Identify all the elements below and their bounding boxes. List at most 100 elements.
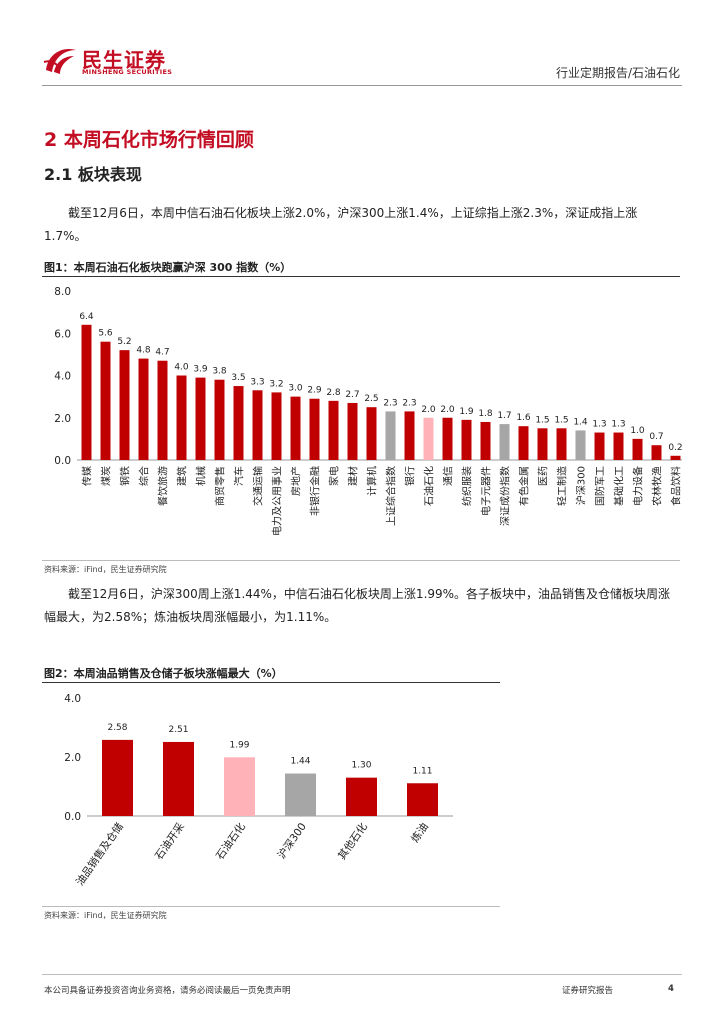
bar-value-label: 1.4 — [573, 417, 588, 427]
y-tick-label: 2.0 — [64, 752, 81, 764]
bar-value-label: 1.99 — [229, 740, 249, 750]
bar-value-label: 1.11 — [412, 766, 432, 776]
bar — [157, 360, 168, 460]
bar-value-label: 1.3 — [592, 420, 606, 430]
y-tick-label: 8.0 — [54, 286, 71, 298]
minsheng-logo-icon — [43, 48, 76, 74]
category-label: 油品销售及仓储 — [73, 820, 126, 888]
figure-2-chart: 0.0 2.0 4.0 2.58 油品销售及仓储 2.51 石油开采 1.99 石油石化 1.44… — [64, 693, 453, 888]
section-title: 2 本周石化市场行情回顾 — [44, 129, 254, 151]
figure-1-source: 资料来源：iFind，民生证券研究院 — [44, 565, 167, 574]
bar — [461, 419, 472, 460]
category-label: 上证综合指数 — [385, 466, 398, 526]
bar — [214, 379, 225, 460]
bar-value-label: 4.0 — [174, 363, 189, 373]
bar-value-label: 1.3 — [611, 420, 625, 430]
figure-2-bottom-rule — [42, 906, 500, 907]
bar — [81, 324, 92, 460]
report-type: 行业定期报告/石油石化 — [555, 66, 680, 80]
category-label: 综合 — [138, 466, 151, 486]
bar-value-label: 1.9 — [459, 407, 474, 417]
bar-value-label: 2.7 — [345, 390, 359, 400]
bar — [594, 432, 605, 460]
bar-value-label: 3.0 — [288, 384, 303, 394]
bar-value-label: 5.2 — [117, 337, 131, 347]
category-label: 房地产 — [290, 466, 303, 496]
category-label: 传媒 — [82, 466, 94, 486]
paragraph-2: 截至12月6日，沪深300周上涨1.44%，中信石油石化板块周上涨1.99%。各… — [44, 587, 671, 624]
category-label: 炼油 — [408, 820, 431, 845]
bar — [537, 428, 548, 460]
category-label: 银行 — [404, 466, 417, 486]
category-label: 石油石化 — [213, 820, 248, 862]
y-tick-label: 6.0 — [54, 328, 71, 340]
bar-value-label: 1.30 — [351, 761, 371, 771]
bar-value-label: 2.9 — [307, 386, 322, 396]
bar-value-label: 3.8 — [212, 367, 227, 377]
category-label: 沪深300 — [575, 466, 588, 505]
bar — [575, 430, 586, 460]
header-divider — [42, 85, 682, 86]
bar — [347, 402, 358, 460]
bar-value-label: 3.3 — [250, 377, 264, 387]
paragraph-1: 截至12月6日，本周中信石油石化板块上涨2.0%，沪深300上涨1.4%，上证综… — [44, 206, 638, 243]
bar-value-label: 5.6 — [98, 329, 113, 339]
footer-divider — [42, 974, 682, 975]
category-label: 通信 — [443, 466, 455, 486]
category-label: 煤炭 — [100, 466, 113, 486]
bar — [442, 417, 453, 460]
figure-1-bottom-rule — [42, 560, 680, 561]
bar — [404, 411, 415, 460]
category-label: 机械 — [195, 466, 208, 486]
bar — [163, 741, 194, 816]
section-subtitle: 2.1 板块表现 — [44, 165, 142, 184]
footer-label: 证券研究报告 — [562, 986, 614, 996]
bar-value-label: 1.7 — [497, 411, 511, 421]
bar — [632, 438, 643, 460]
bar-value-label: 0.7 — [649, 432, 663, 442]
figure-1-chart: 0.0 2.0 4.0 6.0 8.0 6.4 传媒 5.6 煤炭 5.2 钢铁 4.8 综合 4.7 餐饮… — [54, 286, 682, 536]
page-number: 4 — [668, 984, 674, 994]
category-label: 沪深300 — [275, 820, 309, 861]
category-label: 轻工制造 — [556, 466, 569, 506]
bar — [138, 358, 149, 460]
bar — [100, 341, 111, 460]
category-label: 电力设备 — [632, 466, 645, 506]
category-label: 交通运输 — [252, 466, 265, 506]
category-label: 石油开采 — [152, 820, 187, 862]
category-label: 建筑 — [176, 466, 189, 486]
category-label: 农林牧渔 — [651, 466, 664, 506]
bar — [195, 377, 206, 460]
bar — [670, 455, 681, 460]
y-tick-label: 4.0 — [54, 371, 71, 383]
y-tick-label: 0.0 — [54, 455, 71, 467]
category-label: 石油石化 — [423, 466, 436, 506]
bar — [407, 783, 438, 816]
bar — [290, 396, 301, 460]
bar-value-label: 2.0 — [440, 405, 455, 415]
bar-value-label: 1.44 — [290, 757, 310, 767]
category-label: 有色金属 — [518, 466, 531, 506]
bar-value-label: 2.5 — [364, 394, 378, 404]
category-label: 基础化工 — [613, 466, 626, 506]
bar-value-label: 0.2 — [668, 443, 682, 453]
y-tick-label: 0.0 — [64, 811, 81, 823]
bar — [556, 428, 567, 460]
bar-value-label: 1.6 — [516, 413, 531, 423]
category-label: 纺织服装 — [461, 466, 474, 506]
category-label: 钢铁 — [119, 466, 132, 486]
y-tick-label: 4.0 — [64, 693, 81, 705]
bar-value-label: 1.5 — [535, 415, 549, 425]
category-label: 深证成份指数 — [499, 466, 512, 526]
figure-2-source: 资料来源：iFind，民生证券研究院 — [44, 911, 167, 920]
bar — [651, 445, 662, 460]
bar — [346, 777, 377, 816]
category-label: 建材 — [347, 466, 360, 486]
bar-value-label: 3.2 — [269, 379, 283, 389]
bar — [423, 417, 434, 460]
bar-value-label: 4.8 — [136, 346, 151, 356]
bar-value-label: 2.3 — [383, 398, 397, 408]
category-label: 医药 — [538, 466, 550, 486]
bar-value-label: 2.3 — [402, 398, 416, 408]
bar-value-label: 2.58 — [107, 723, 127, 733]
